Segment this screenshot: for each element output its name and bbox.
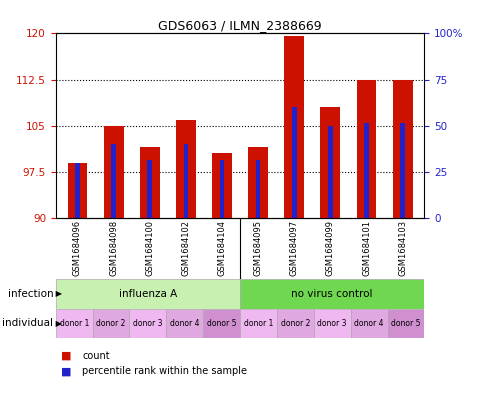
Text: no virus control: no virus control: [291, 289, 372, 299]
Text: ▶: ▶: [53, 319, 62, 328]
Bar: [248, 147, 268, 218]
Text: GSM1684101: GSM1684101: [362, 220, 370, 276]
Text: influenza A: influenza A: [119, 289, 177, 299]
Text: donor 4: donor 4: [170, 319, 199, 328]
Title: GDS6063 / ILMN_2388669: GDS6063 / ILMN_2388669: [158, 19, 321, 32]
Text: percentile rank within the sample: percentile rank within the sample: [82, 366, 247, 376]
Bar: [276, 309, 313, 338]
Text: donor 5: donor 5: [207, 319, 236, 328]
Bar: [356, 80, 376, 218]
Bar: [104, 126, 123, 218]
Bar: [284, 37, 303, 218]
Bar: [56, 279, 240, 309]
Text: GSM1684096: GSM1684096: [73, 220, 82, 276]
Bar: [176, 119, 196, 218]
Bar: [75, 163, 80, 218]
Bar: [111, 144, 116, 218]
Bar: [291, 107, 296, 218]
Text: GSM1684102: GSM1684102: [181, 220, 190, 276]
Bar: [327, 126, 332, 218]
Text: GSM1684095: GSM1684095: [253, 220, 262, 276]
Text: donor 3: donor 3: [133, 319, 162, 328]
Bar: [399, 123, 404, 218]
Bar: [350, 309, 387, 338]
Bar: [166, 309, 203, 338]
Text: donor 3: donor 3: [317, 319, 346, 328]
Bar: [139, 147, 159, 218]
Text: GSM1684097: GSM1684097: [289, 220, 298, 276]
Text: donor 5: donor 5: [391, 319, 420, 328]
Bar: [56, 309, 92, 338]
Text: donor 1: donor 1: [243, 319, 272, 328]
Text: count: count: [82, 351, 110, 361]
Text: GSM1684098: GSM1684098: [109, 220, 118, 276]
Text: infection: infection: [8, 289, 53, 299]
Text: GSM1684104: GSM1684104: [217, 220, 226, 276]
Text: donor 2: donor 2: [280, 319, 309, 328]
Bar: [183, 144, 188, 218]
Bar: [392, 80, 412, 218]
Bar: [67, 163, 87, 218]
Bar: [147, 160, 152, 218]
Text: donor 4: donor 4: [354, 319, 383, 328]
Text: donor 2: donor 2: [96, 319, 125, 328]
Bar: [203, 309, 240, 338]
Bar: [363, 123, 368, 218]
Text: GSM1684103: GSM1684103: [397, 220, 407, 276]
Bar: [240, 279, 424, 309]
Bar: [129, 309, 166, 338]
Bar: [212, 154, 231, 218]
Text: individual: individual: [2, 318, 53, 328]
Text: ■: ■: [60, 366, 71, 376]
Text: donor 1: donor 1: [60, 319, 89, 328]
Bar: [240, 309, 276, 338]
Bar: [92, 309, 129, 338]
Text: ▶: ▶: [53, 289, 62, 298]
Bar: [313, 309, 350, 338]
Text: GSM1684099: GSM1684099: [325, 220, 334, 276]
Bar: [387, 309, 424, 338]
Bar: [320, 107, 340, 218]
Text: ■: ■: [60, 351, 71, 361]
Bar: [255, 160, 260, 218]
Text: GSM1684100: GSM1684100: [145, 220, 154, 276]
Bar: [219, 160, 224, 218]
